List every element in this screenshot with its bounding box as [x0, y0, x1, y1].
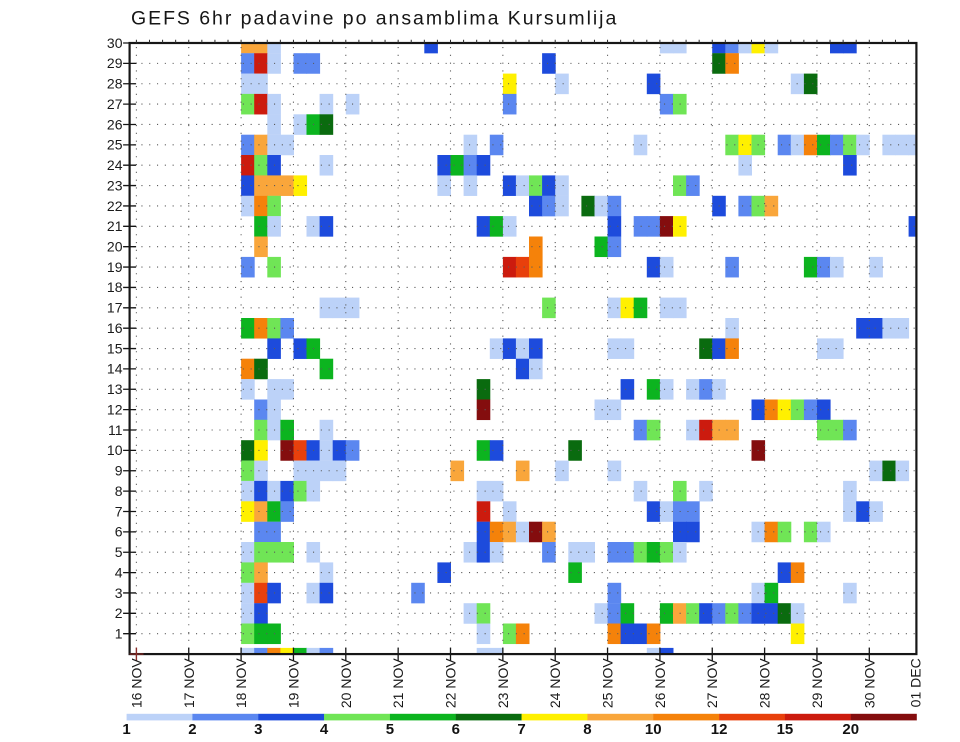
svg-text:4: 4 [115, 564, 123, 580]
svg-text:1: 1 [115, 626, 123, 642]
svg-text:25 NOV: 25 NOV [600, 658, 616, 708]
svg-text:7: 7 [115, 503, 123, 519]
svg-text:6: 6 [452, 721, 460, 738]
svg-text:01 DEC: 01 DEC [907, 658, 923, 707]
svg-text:16 NOV: 16 NOV [128, 658, 144, 708]
svg-text:8: 8 [583, 721, 591, 738]
svg-text:3: 3 [254, 721, 262, 738]
svg-text:7: 7 [517, 721, 525, 738]
svg-text:20 NOV: 20 NOV [338, 658, 354, 708]
svg-text:29 NOV: 29 NOV [809, 658, 825, 708]
svg-text:13: 13 [107, 381, 123, 397]
svg-text:23: 23 [107, 177, 123, 193]
svg-text:15: 15 [107, 340, 123, 356]
svg-text:22 NOV: 22 NOV [443, 658, 459, 708]
svg-text:26 NOV: 26 NOV [652, 658, 668, 708]
svg-text:9: 9 [115, 463, 123, 479]
svg-text:20: 20 [107, 239, 123, 255]
svg-text:20: 20 [842, 721, 859, 738]
svg-text:2: 2 [188, 721, 196, 738]
svg-text:11: 11 [108, 422, 123, 438]
svg-text:24 NOV: 24 NOV [547, 658, 563, 708]
svg-text:18: 18 [107, 279, 123, 295]
svg-text:27 NOV: 27 NOV [704, 658, 720, 708]
svg-text:5: 5 [386, 721, 394, 738]
svg-text:12: 12 [711, 721, 728, 738]
svg-text:5: 5 [115, 544, 123, 560]
svg-text:4: 4 [320, 721, 329, 738]
svg-text:23 NOV: 23 NOV [495, 658, 511, 708]
svg-text:21: 21 [107, 218, 123, 234]
svg-text:1: 1 [122, 721, 130, 738]
svg-text:12: 12 [107, 401, 123, 417]
svg-text:2: 2 [115, 605, 123, 621]
svg-text:10: 10 [645, 721, 662, 738]
svg-text:16: 16 [107, 320, 123, 336]
svg-text:19 NOV: 19 NOV [286, 658, 302, 708]
svg-text:19: 19 [107, 259, 123, 275]
svg-text:25: 25 [107, 137, 123, 153]
svg-text:6: 6 [115, 524, 123, 540]
svg-text:26: 26 [107, 116, 123, 132]
svg-text:27: 27 [107, 96, 123, 112]
svg-text:28 NOV: 28 NOV [757, 658, 773, 708]
svg-text:17: 17 [107, 300, 123, 316]
svg-text:22: 22 [107, 198, 123, 214]
svg-text:30 NOV: 30 NOV [861, 658, 877, 708]
svg-text:17 NOV: 17 NOV [181, 658, 197, 708]
svg-text:3: 3 [115, 585, 123, 601]
svg-text:10: 10 [107, 442, 123, 458]
svg-text:GEFS 6hr padavine po ansamblim: GEFS 6hr padavine po ansamblima Kursumli… [131, 8, 618, 30]
svg-text:18 NOV: 18 NOV [233, 658, 249, 708]
svg-text:15: 15 [777, 721, 794, 738]
svg-text:28: 28 [107, 76, 123, 92]
svg-text:29: 29 [107, 55, 123, 71]
svg-text:30: 30 [107, 35, 123, 51]
svg-text:21 NOV: 21 NOV [390, 658, 406, 708]
svg-text:14: 14 [107, 361, 123, 377]
svg-text:24: 24 [107, 157, 123, 173]
svg-text:8: 8 [115, 483, 123, 499]
